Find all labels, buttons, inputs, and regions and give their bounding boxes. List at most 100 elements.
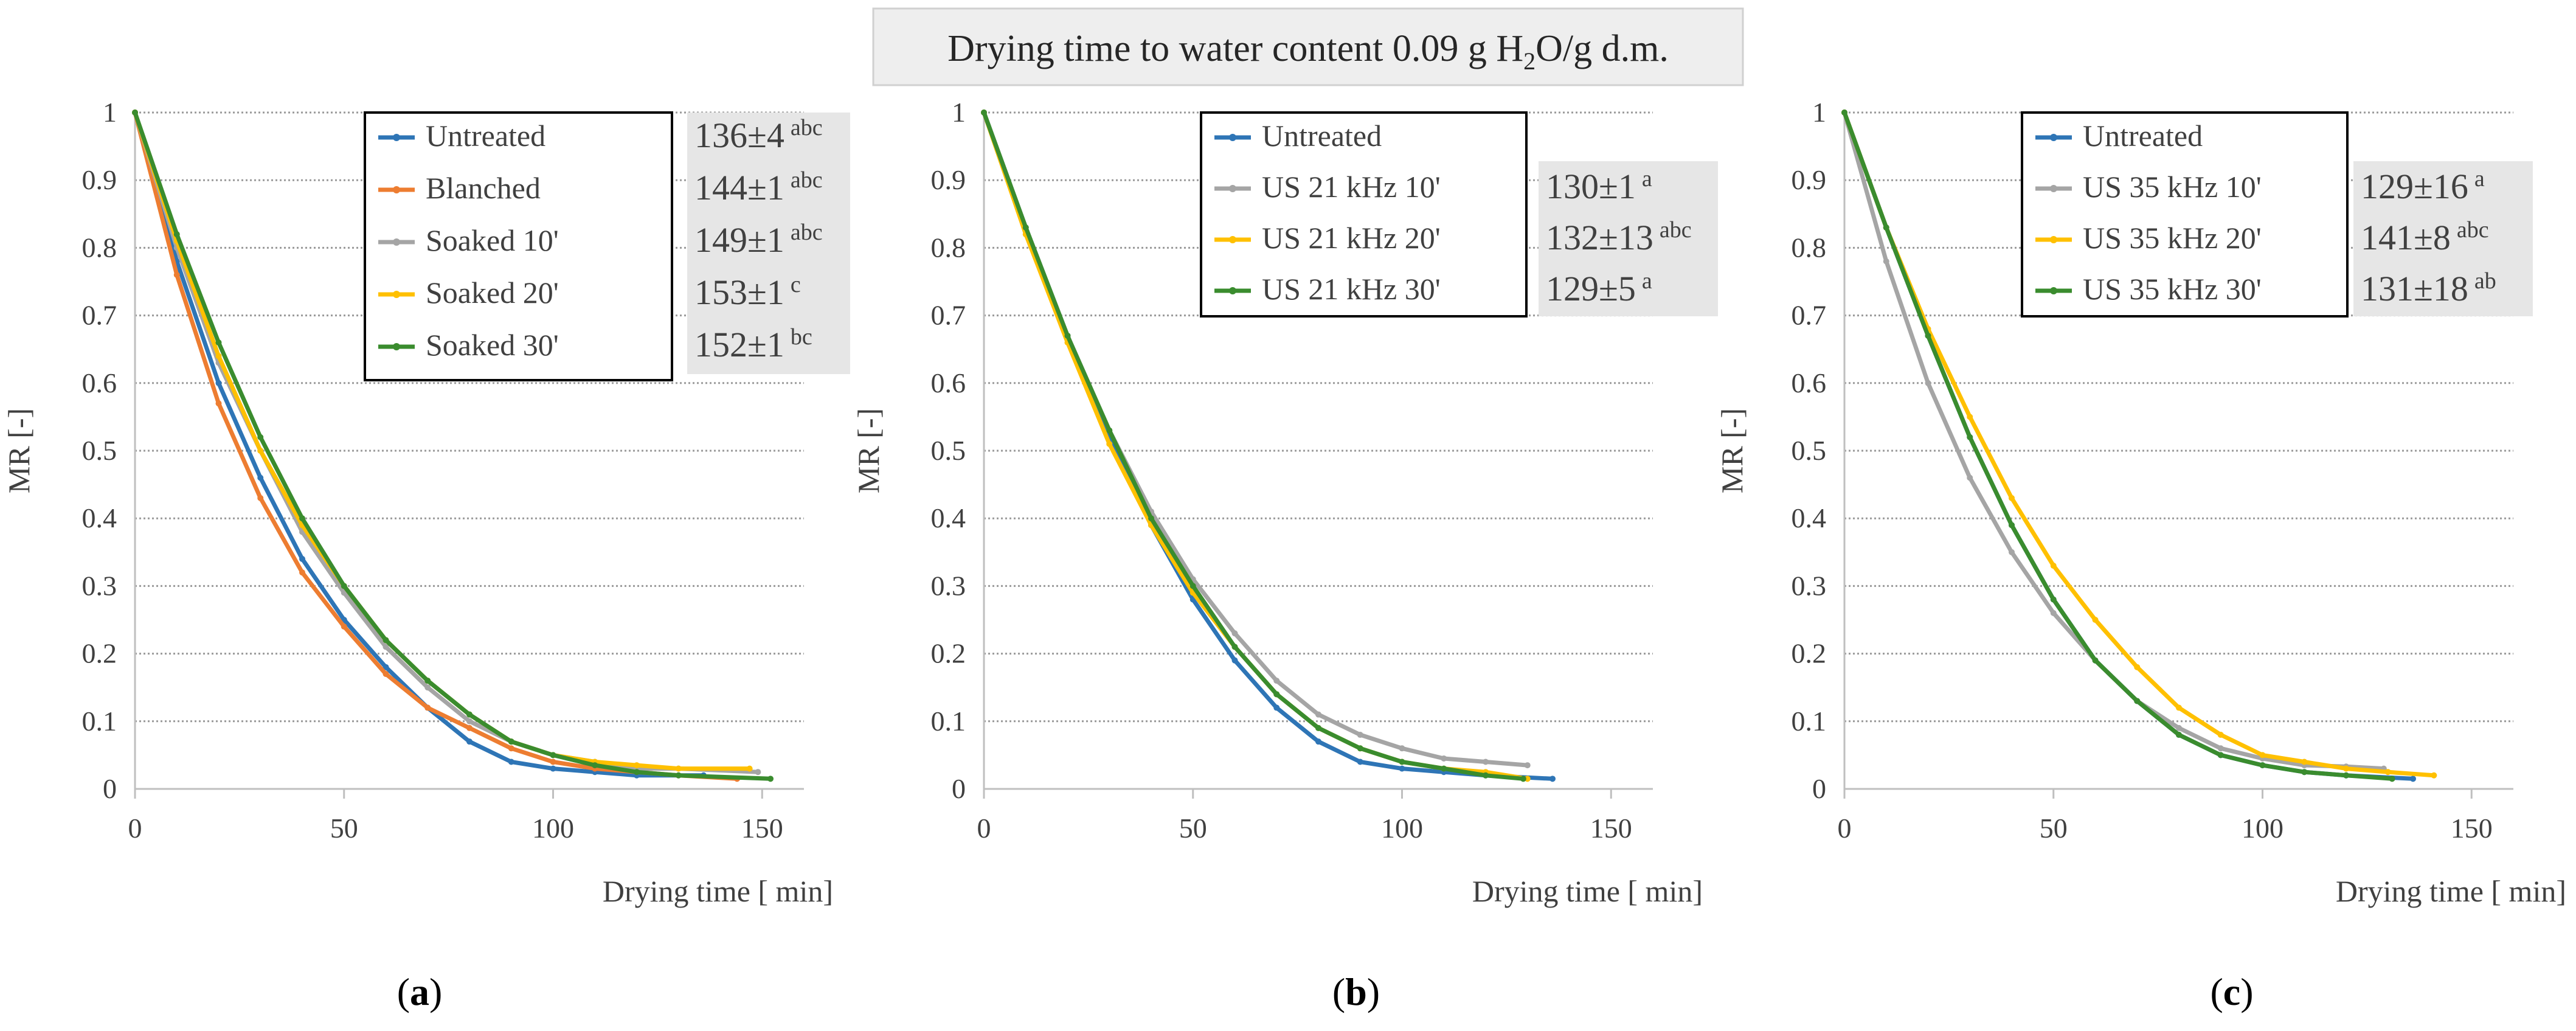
- data-point: [215, 353, 222, 359]
- data-point: [1925, 332, 1931, 339]
- banner-formula-h: H: [1496, 28, 1523, 69]
- series-line-3: [1842, 111, 2392, 781]
- data-point: [2301, 758, 2308, 765]
- data-point: [1106, 427, 1113, 434]
- banner-title-main: Drying time to water content 0.09 g: [947, 28, 1496, 69]
- panel-label: (b): [1332, 970, 1380, 1013]
- legend-marker-4: [393, 343, 400, 350]
- data-point: [2301, 769, 2308, 776]
- y-tick-label: 0.1: [1792, 706, 1827, 737]
- y-tick-label: 0.4: [82, 502, 117, 533]
- y-tick-label: 0.8: [1792, 232, 1827, 263]
- data-point: [1357, 732, 1363, 738]
- y-tick-label: 1: [103, 97, 117, 128]
- data-point: [1883, 258, 1889, 265]
- data-point: [2410, 776, 2416, 782]
- y-tick-label: 1: [1812, 97, 1826, 128]
- data-point: [2431, 772, 2437, 779]
- legend-label-3: US 35 kHz 30': [2083, 272, 2262, 306]
- data-point: [1967, 434, 1973, 440]
- panel-letter: c: [2223, 970, 2240, 1013]
- banner-title: Drying time to water content 0.09 g H2O/…: [947, 28, 1669, 75]
- legend-marker-0: [2050, 134, 2057, 141]
- data-point: [2217, 732, 2224, 738]
- series-markers-4: [132, 109, 774, 782]
- data-point: [1967, 474, 1973, 481]
- data-point: [1315, 711, 1321, 718]
- data-point: [383, 637, 389, 644]
- data-point: [1189, 583, 1196, 589]
- drying-time-value-3: 153±1 c: [694, 272, 801, 312]
- x-axis-title: Drying time [ min]: [2336, 874, 2566, 908]
- drying-time-value-2: 149±1 abc: [694, 220, 823, 260]
- y-tick-label: 0.5: [82, 435, 117, 466]
- panel-label: (c): [2210, 970, 2253, 1013]
- data-point: [341, 583, 347, 589]
- legend-marker-1: [1229, 185, 1236, 192]
- data-point: [755, 769, 761, 776]
- legend-box: [2021, 111, 2349, 318]
- panel-letter: a: [410, 970, 429, 1013]
- data-point: [299, 569, 305, 576]
- data-point: [466, 718, 473, 724]
- data-point: [2217, 745, 2224, 752]
- data-point: [2384, 769, 2391, 776]
- data-point: [173, 231, 180, 238]
- legend-marker-0: [393, 134, 400, 141]
- panel-paren-close: ): [1367, 970, 1380, 1013]
- data-point: [746, 765, 753, 772]
- data-point: [1967, 414, 1973, 420]
- data-point: [634, 769, 640, 776]
- drying-time-value-3: 129±5 a: [1546, 268, 1652, 308]
- data-point: [508, 758, 514, 765]
- y-tick-label: 0.7: [82, 300, 117, 331]
- y-tick-label: 0.8: [82, 232, 117, 263]
- panel-paren-open: (: [397, 970, 410, 1013]
- data-point: [2092, 657, 2099, 664]
- drying-time-value-1: 130±1 a: [1546, 166, 1652, 206]
- drying-time-value-1: 129±16 a: [2361, 166, 2485, 206]
- drying-time-letters: bc: [791, 324, 812, 350]
- x-tick-label: 50: [330, 813, 358, 844]
- data-point: [1483, 758, 1489, 765]
- data-point: [424, 678, 431, 684]
- panel-letter: b: [1345, 970, 1367, 1013]
- data-point: [257, 495, 264, 501]
- drying-time-value-4: 152±1 bc: [694, 324, 812, 364]
- data-point: [508, 745, 514, 752]
- data-point: [1357, 758, 1363, 765]
- drying-time-value-0: 136±4 abc: [694, 115, 823, 155]
- legend-label-0: Untreated: [2083, 119, 2203, 153]
- data-point: [1106, 440, 1113, 447]
- data-point: [1273, 678, 1280, 684]
- banner-formula-rest: O/g d.m.: [1536, 28, 1669, 69]
- legend-marker-2: [1229, 236, 1236, 243]
- y-tick-label: 0.4: [1792, 502, 1827, 533]
- drying-time-value-2: 132±13 abc: [1546, 217, 1692, 257]
- data-point: [1315, 724, 1321, 731]
- x-tick-label: 150: [1590, 813, 1632, 844]
- x-tick-label: 100: [1381, 813, 1423, 844]
- data-point: [2259, 752, 2266, 758]
- legend-marker-2: [393, 238, 400, 246]
- data-point: [550, 765, 556, 772]
- drying-time-letters: ab: [2474, 268, 2496, 294]
- y-tick-label: 0: [1812, 773, 1826, 804]
- x-tick-label: 150: [2451, 813, 2493, 844]
- legend-marker-1: [393, 186, 400, 193]
- data-point: [1925, 380, 1931, 386]
- data-point: [508, 738, 514, 745]
- legend-marker-3: [2050, 287, 2057, 294]
- legend-marker-3: [393, 291, 400, 298]
- data-point: [1315, 738, 1321, 745]
- panels: 00.10.20.30.40.50.60.70.80.910 50 100 150MR…: [2, 97, 2566, 1013]
- y-axis-title: MR [-]: [1715, 408, 1749, 493]
- drying-time-letters: abc: [1660, 217, 1692, 243]
- data-point: [2009, 495, 2015, 501]
- data-point: [1483, 772, 1489, 779]
- y-tick-label: 0.1: [931, 706, 966, 737]
- x-tick-label: 0: [128, 813, 142, 844]
- data-point: [257, 434, 264, 440]
- legend-label-3: Soaked 20': [426, 276, 559, 310]
- series-line-3: [982, 111, 1524, 781]
